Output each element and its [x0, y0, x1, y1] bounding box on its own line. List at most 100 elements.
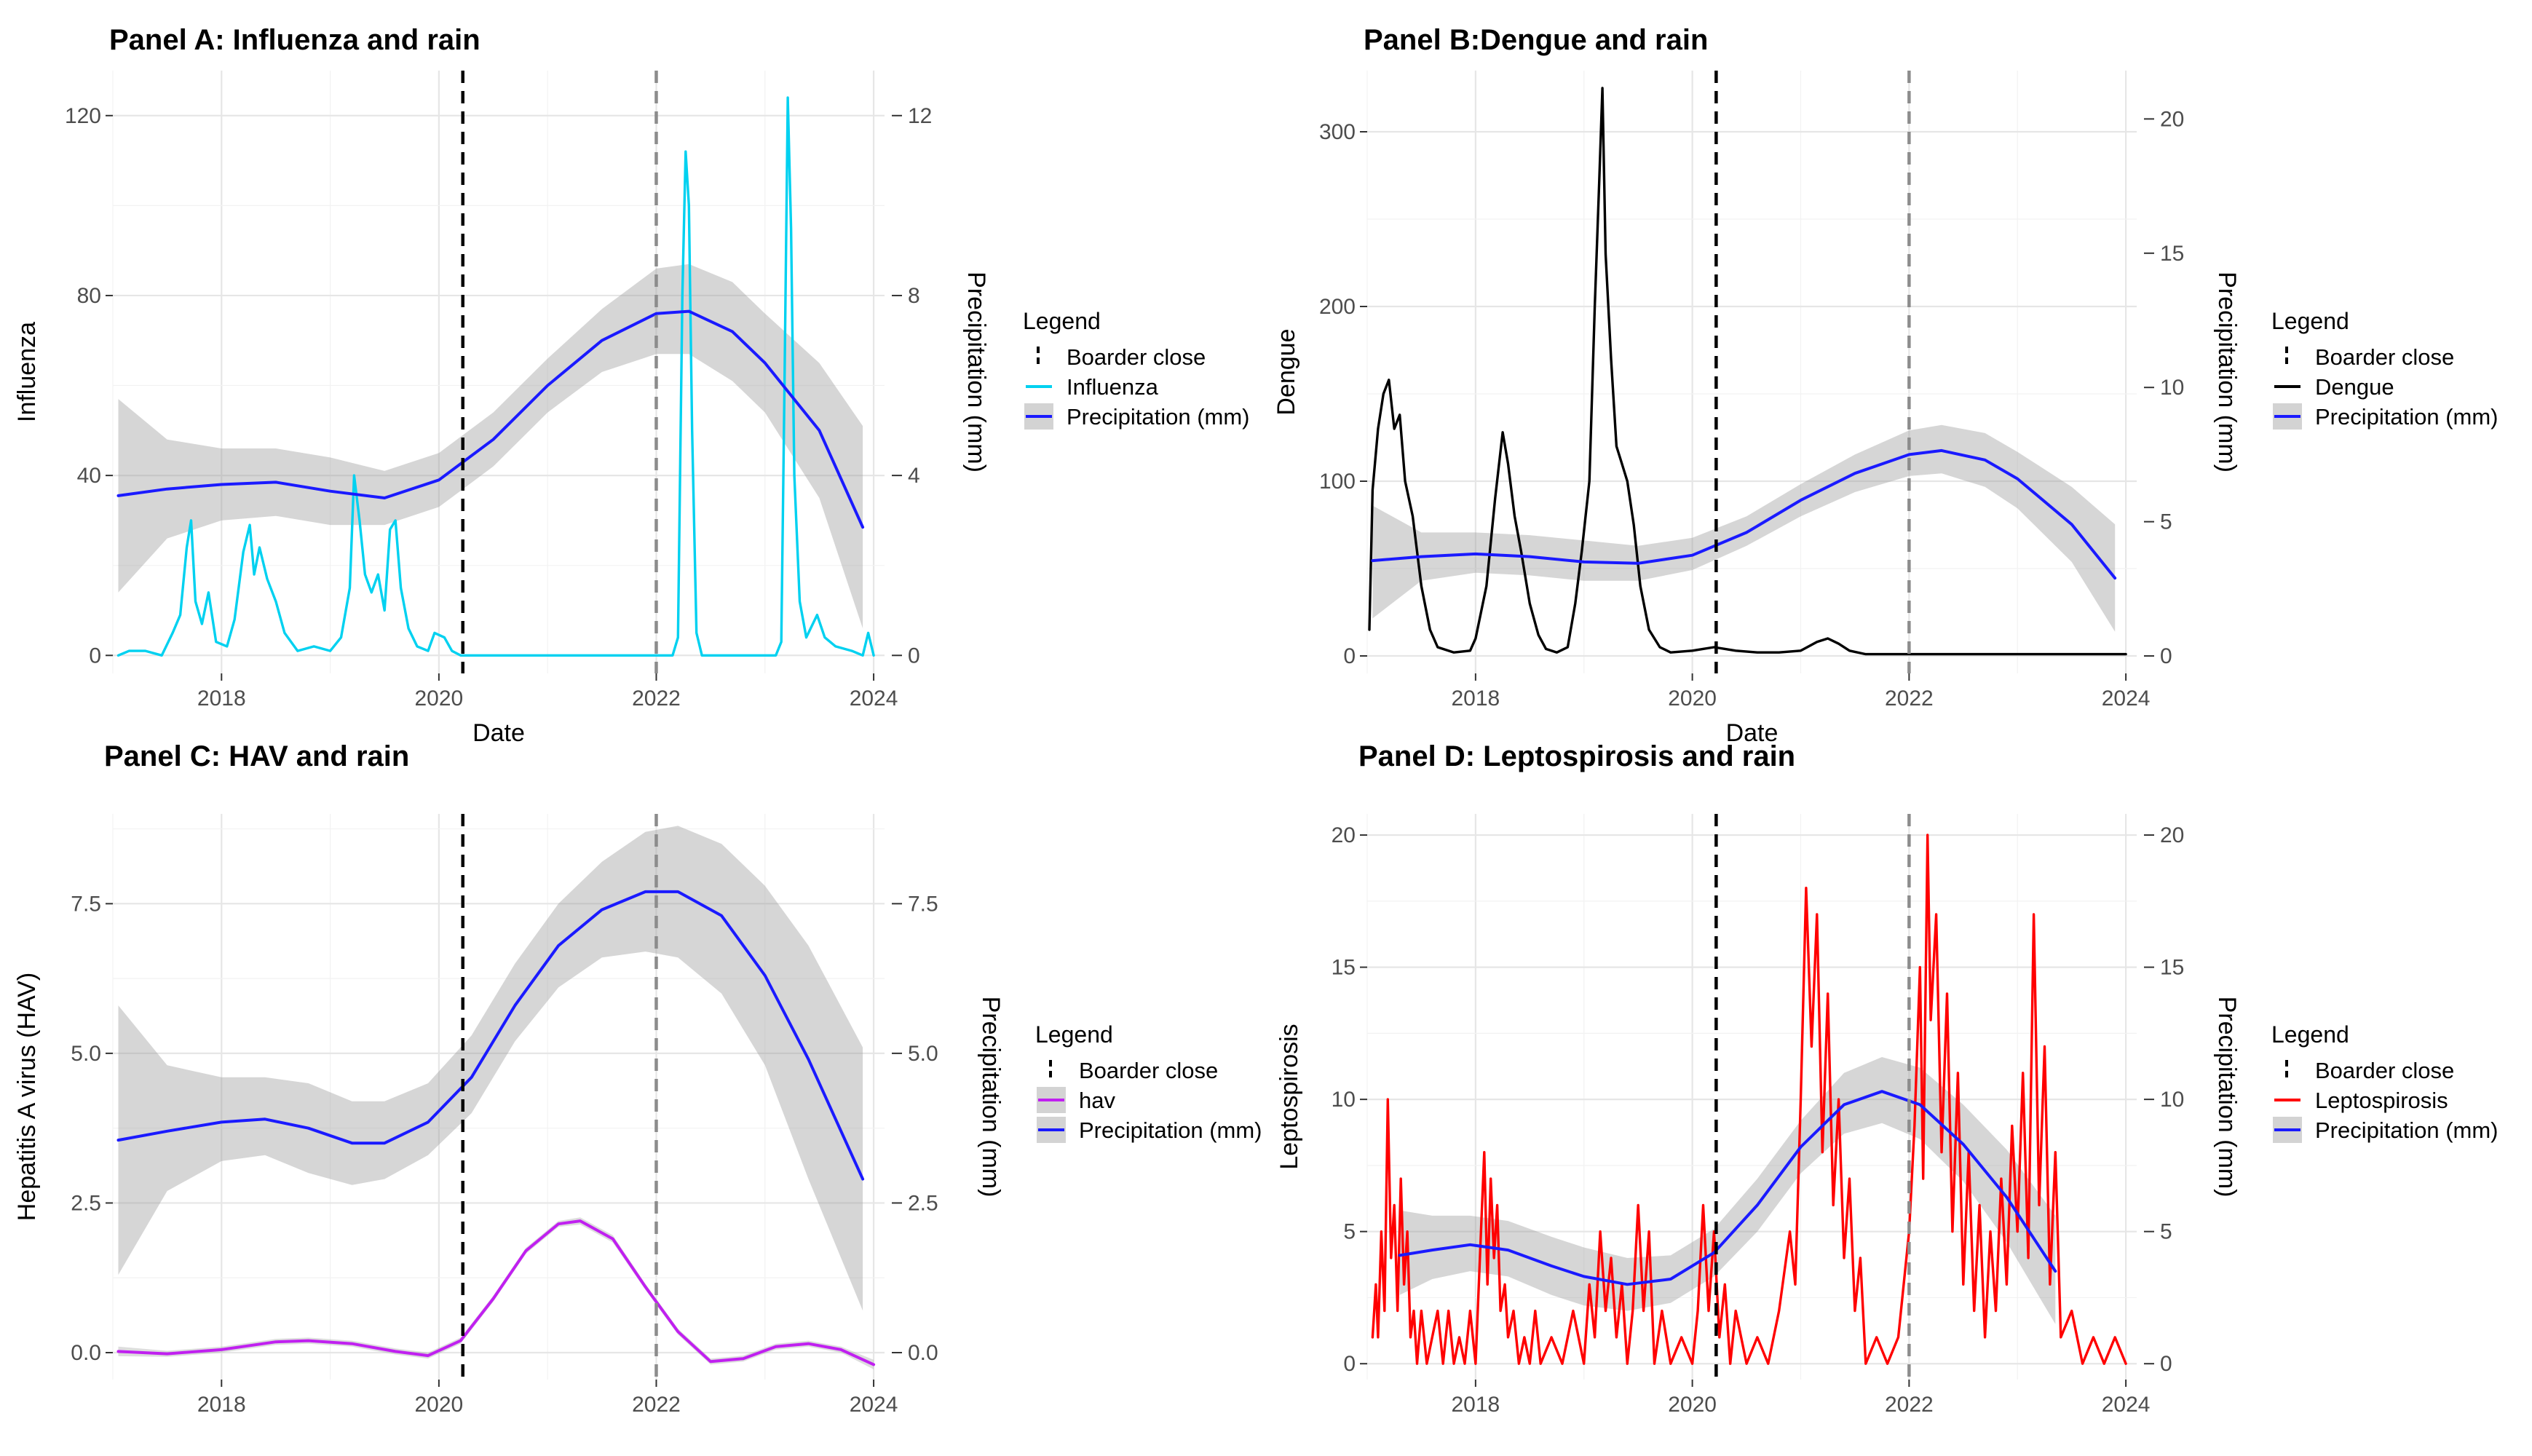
y-axis-right: 0 5 10 15 20	[2144, 107, 2184, 668]
y-tick-label: 120	[65, 104, 101, 128]
y-axis-left: 0 100 200 300	[1319, 120, 1367, 668]
y-tick-label: 10	[1332, 1088, 1356, 1112]
series-group	[1371, 834, 2127, 1365]
y-axis-label: Leptospirosis	[1275, 1024, 1303, 1169]
y2-axis-label: Precipitation (mm)	[977, 997, 1005, 1198]
y-axis-label: Dengue	[1273, 328, 1300, 415]
y-axis-left: 0 5 10 15 20	[1332, 823, 1367, 1376]
legend: Legend Boarder close hav Precipitation (mm)	[1035, 1021, 1262, 1143]
y2-tick-label: 0	[2160, 644, 2172, 668]
y2-axis-label: Precipitation (mm)	[2213, 997, 2241, 1198]
y-axis-left: 0.0 2.5 5.0 7.5	[71, 892, 113, 1365]
y-tick-label: 0	[1343, 1352, 1356, 1376]
x-tick-label: 2024	[850, 687, 898, 711]
y2-tick-label: 20	[2160, 823, 2184, 847]
panel-title: Panel B:Dengue and rain	[1364, 24, 1708, 56]
legend-key	[2273, 403, 2302, 430]
legend-title: Legend	[2271, 1021, 2349, 1048]
series-precipitation-mm-ribbon	[1372, 424, 2116, 632]
series-precipitation-mm-line	[116, 309, 865, 529]
x-tick-label: 2022	[632, 1393, 681, 1417]
x-tick-label: 2020	[415, 687, 464, 711]
series-precipitation-mm-line	[116, 890, 865, 1181]
panel-d: 0 5 10 15 20 0 5 10 15 20 2018 2020 2022 2024 Panel D:…	[1275, 740, 2499, 1417]
x-tick-label: 2018	[197, 687, 246, 711]
panel-title: Panel D: Leptospirosis and rain	[1358, 740, 1795, 772]
y-axis-right: 0 4 8 12	[892, 104, 932, 668]
legend-label: hav	[1079, 1088, 1115, 1113]
legend-label: Precipitation (mm)	[2315, 404, 2499, 430]
legend-label: Boarder close	[2315, 1058, 2454, 1083]
series-group	[116, 96, 875, 657]
legend-label: Precipitation (mm)	[2315, 1117, 2499, 1143]
y2-tick-label: 10	[2160, 1088, 2184, 1112]
series-hav-line	[116, 1219, 876, 1366]
gridlines	[1366, 814, 2137, 1380]
legend-label: Influenza	[1067, 374, 1159, 400]
legend-label: Precipitation (mm)	[1079, 1117, 1262, 1143]
y2-tick-label: 0	[2160, 1352, 2172, 1376]
plot-background	[1367, 71, 2137, 673]
y2-tick-label: 5	[2160, 1220, 2172, 1244]
series-group	[1368, 87, 2127, 656]
y2-tick-label: 20	[2160, 107, 2184, 131]
legend-title: Legend	[2271, 308, 2349, 334]
y-tick-label: 0.0	[71, 1341, 101, 1365]
series-precipitation-mm-ribbon	[118, 264, 863, 629]
y2-axis-label: Precipitation (mm)	[962, 272, 990, 472]
legend-title: Legend	[1035, 1021, 1113, 1048]
plot-background	[113, 814, 885, 1380]
x-tick-label: 2018	[197, 1393, 246, 1417]
x-tick-label: 2024	[2102, 1393, 2151, 1417]
y-axis-left: 0 40 80 120	[65, 104, 113, 668]
x-tick-label: 2020	[1668, 1393, 1717, 1417]
y-axis-label: Influenza	[13, 322, 41, 422]
y-tick-label: 20	[1332, 823, 1356, 847]
x-tick-label: 2022	[1885, 1393, 1934, 1417]
series-dengue-line	[1368, 87, 2127, 656]
gridlines	[112, 71, 885, 673]
x-axis-label: Date	[1726, 719, 1779, 747]
y-tick-label: 2.5	[71, 1191, 101, 1215]
x-axis: 2018 2020 2022 2024	[1451, 1380, 2150, 1417]
y2-tick-label: 5.0	[908, 1042, 938, 1066]
y2-tick-label: 15	[2160, 956, 2184, 980]
y-tick-label: 100	[1319, 470, 1356, 494]
y-tick-label: 80	[77, 284, 101, 308]
x-axis: 2018 2020 2022 2024	[197, 673, 898, 711]
x-tick-label: 2018	[1451, 1393, 1500, 1417]
gridlines	[1366, 71, 2137, 673]
legend-label: Boarder close	[1067, 344, 1206, 370]
panel-a: 0 40 80 120 0 4 8 12 2018 2020 2022 2024 Panel A: In…	[13, 24, 1250, 747]
y2-tick-label: 8	[908, 284, 920, 308]
plot-background	[1367, 814, 2137, 1380]
x-tick-label: 2020	[415, 1393, 464, 1417]
y2-tick-label: 0.0	[908, 1341, 938, 1365]
series-precipitation-mm-ribbon	[1399, 1057, 2056, 1324]
y-tick-label: 200	[1319, 295, 1356, 319]
x-tick-label: 2018	[1451, 687, 1500, 711]
y2-tick-label: 5	[2160, 510, 2172, 534]
legend: Legend Boarder close Leptospirosis Precipit…	[2271, 1021, 2499, 1143]
y2-tick-label: 2.5	[908, 1191, 938, 1215]
y-tick-label: 0	[89, 644, 101, 668]
y-axis-label: Hepatitis A virus (HAV)	[13, 973, 41, 1221]
y-tick-label: 300	[1319, 120, 1356, 144]
x-tick-label: 2024	[850, 1393, 898, 1417]
series-precipitation-mm-line	[1371, 448, 2117, 580]
x-tick-label: 2022	[632, 687, 681, 711]
x-tick-label: 2020	[1668, 687, 1717, 711]
series-precipitation-mm-ribbon	[118, 826, 863, 1311]
y-axis-right: 0.0 2.5 5.0 7.5	[892, 892, 938, 1365]
panel-c: 0.0 2.5 5.0 7.5 0.0 2.5 5.0 7.5 2018 2020 2022 2024…	[13, 740, 1262, 1417]
y2-tick-label: 7.5	[908, 892, 938, 916]
y-tick-label: 5	[1343, 1220, 1356, 1244]
series-precipitation-mm-line	[1398, 1090, 2057, 1286]
legend-label: Boarder close	[2315, 344, 2454, 370]
y-tick-label: 0	[1343, 644, 1356, 668]
x-tick-label: 2022	[1885, 687, 1934, 711]
y2-tick-label: 15	[2160, 242, 2184, 266]
legend-label: Dengue	[2315, 374, 2394, 400]
panel-title: Panel A: Influenza and rain	[109, 24, 480, 56]
